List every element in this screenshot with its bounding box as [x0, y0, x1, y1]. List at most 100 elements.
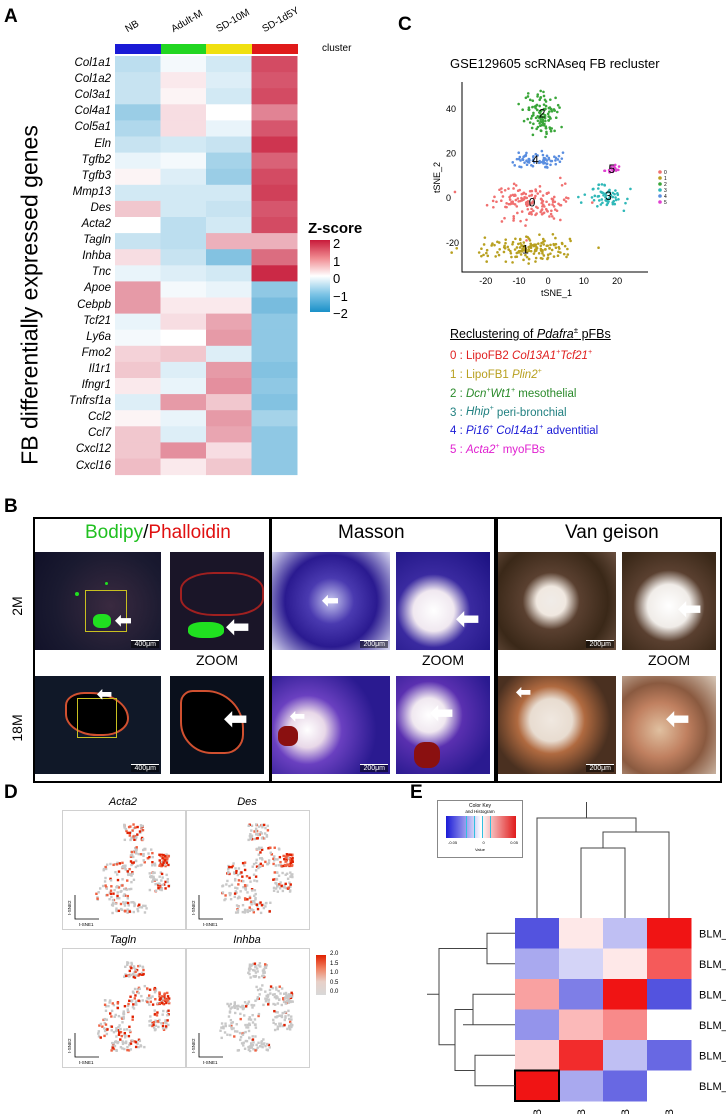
heatmap-a-column-header: NB: [123, 18, 142, 35]
feature-point: [164, 887, 167, 890]
tsne-point: [613, 167, 616, 170]
feature-point: [254, 1035, 257, 1038]
tsne-point: [557, 250, 560, 254]
vangeison-title: Van geison: [565, 522, 659, 543]
feature-point: [154, 1028, 157, 1031]
tsne-point: [492, 205, 495, 209]
feature-yaxis-label: t-SNE2: [67, 1038, 72, 1053]
tsne-point: [521, 157, 524, 161]
feature-point: [111, 904, 115, 907]
feature-point: [243, 1001, 247, 1004]
feature-point: [139, 853, 143, 856]
feature-point: [248, 965, 252, 968]
feature-point: [269, 992, 272, 995]
feature-point: [151, 995, 154, 998]
zscore-tick: 2: [333, 236, 341, 251]
tsne-point: [525, 250, 529, 254]
feature-point: [246, 1026, 250, 1029]
heatmap-a-cell: [160, 168, 207, 186]
feature-point: [238, 1031, 242, 1035]
feature-point: [156, 1011, 159, 1014]
tsne-point: [534, 106, 537, 110]
tsne-point: [603, 169, 606, 173]
tsne-point: [542, 160, 545, 163]
feature-point: [128, 1043, 131, 1047]
tsne-point: [518, 165, 521, 168]
feature-point: [117, 1033, 121, 1036]
feature-point: [263, 965, 267, 969]
feature-point: [254, 965, 257, 969]
feature-point: [160, 887, 164, 890]
tsne-point: [534, 213, 537, 217]
feature-point: [253, 1018, 257, 1021]
feature-point: [276, 858, 279, 861]
heatmap-e-cell: [559, 918, 604, 949]
tsne-point: [560, 241, 564, 245]
heatmap-a-cell: [206, 217, 252, 234]
tsne-point: [512, 202, 515, 205]
feature-point: [130, 966, 133, 970]
heatmap-a-cell: [251, 313, 298, 331]
tsne-point: [542, 123, 546, 127]
tsne-point: [532, 243, 536, 246]
feature-point: [230, 865, 233, 869]
tsne-point: [532, 122, 535, 126]
feature-point: [129, 838, 132, 842]
feature-point: [164, 880, 167, 884]
heatmap-a-cell: [115, 168, 161, 186]
tsne-point: [528, 203, 532, 207]
feature-point: [282, 854, 285, 858]
feature-point: [139, 824, 143, 827]
feature-point: [130, 850, 134, 854]
tsne-point: [543, 98, 547, 102]
tsne-point: [496, 251, 499, 254]
tsne-point: [541, 119, 544, 123]
feature-point: [166, 1019, 169, 1022]
feature-point: [134, 846, 137, 850]
feature-point: [273, 1028, 277, 1032]
feature-point: [164, 998, 167, 1001]
tsne-point: [520, 244, 523, 247]
feature-point: [148, 1020, 151, 1023]
feature-point: [272, 1021, 275, 1025]
feature-point: [278, 887, 282, 890]
feature-point: [231, 1006, 234, 1009]
feature-title-inhba: Inhba: [233, 934, 261, 946]
feature-point: [126, 870, 129, 873]
feature-point: [230, 1026, 233, 1029]
tsne-point: [548, 106, 552, 109]
heatmap-e-column-label: 2M_FB: [664, 1109, 676, 1114]
feature-point: [158, 853, 161, 856]
tsne-point: [548, 110, 551, 113]
feature-point: [234, 911, 238, 914]
bodipy-18m-image: ⬅ 400μm: [35, 676, 161, 774]
tsne-point: [515, 246, 519, 249]
tsne-point: [503, 216, 506, 220]
zoom-label-masson: ZOOM: [422, 652, 464, 668]
tsne-point: [542, 103, 546, 106]
tsne-point: [498, 248, 501, 251]
vangeison-frame: [496, 517, 722, 783]
feature-colorbar-ticks: 2.0 1.5 1.0 0.5 0.0: [330, 951, 350, 999]
tsne-point: [520, 210, 524, 213]
gene-label: Cebpb: [77, 298, 111, 311]
feature-point: [128, 867, 131, 871]
masson-frame: [270, 517, 496, 783]
feature-point: [109, 879, 113, 882]
feature-point: [167, 997, 171, 1000]
feature-point: [264, 1044, 267, 1048]
tsne-point: [527, 108, 531, 112]
tsne-point: [503, 189, 507, 192]
feature-point: [151, 880, 154, 883]
feature-point: [238, 896, 241, 899]
heatmap-e-cell: [603, 979, 648, 1010]
feature-point: [248, 834, 252, 838]
feature-point: [229, 1002, 232, 1006]
panel-label-d: D: [4, 782, 18, 803]
tsne-point: [551, 232, 555, 236]
tsne-point: [543, 113, 547, 117]
feature-point: [251, 865, 254, 868]
feature-point: [248, 1016, 251, 1019]
tsne-point: [512, 219, 515, 222]
tsne-point: [599, 203, 603, 206]
